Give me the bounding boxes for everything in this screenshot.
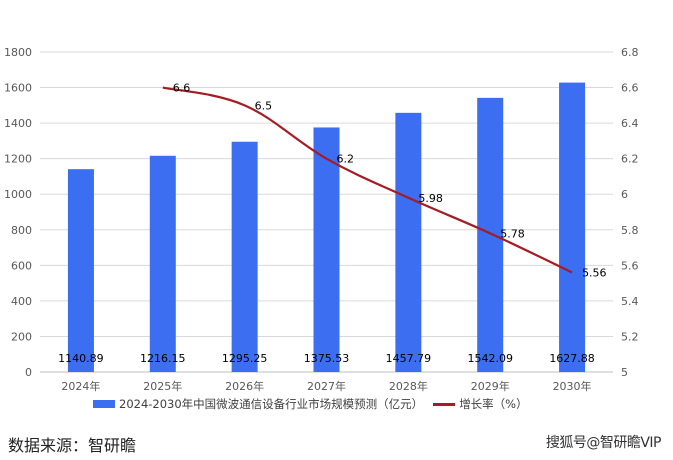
left-tick-label: 1000: [4, 188, 32, 201]
watermark: 搜狐号@智研瞻VIP: [545, 435, 662, 451]
bar-value-label: 1457.79: [386, 352, 432, 365]
x-axis-ticks: 2024年 2025年 2026年 2027年 2028年 2029年 2030年: [61, 379, 591, 393]
legend-line-label: 增长率（%）: [459, 397, 528, 411]
legend: 2024-2030年中国微波通信设备行业市场规模预测（亿元） 增长率（%）: [93, 396, 528, 412]
line-value-label: 5.98: [418, 192, 443, 205]
right-tick-label: 5.8: [621, 224, 639, 237]
right-tick-label: 6: [621, 188, 628, 201]
bar: [559, 82, 586, 372]
left-tick-label: 600: [11, 259, 32, 272]
bar: [231, 141, 258, 372]
bar: [313, 127, 340, 372]
line-value-label: 6.6: [173, 82, 191, 95]
right-tick-label: 5: [621, 366, 628, 379]
x-tick-label: 2024年: [61, 379, 100, 393]
x-tick-label: 2029年: [471, 379, 510, 393]
left-tick-label: 200: [11, 330, 32, 343]
bar-value-label: 1216.15: [140, 352, 186, 365]
left-tick-label: 1800: [4, 46, 32, 59]
bar-series: [67, 82, 586, 372]
left-tick-label: 0: [25, 366, 32, 379]
x-tick-label: 2026年: [225, 379, 264, 393]
right-tick-label: 6.4: [621, 117, 639, 130]
legend-line-swatch: [433, 402, 456, 406]
bar: [149, 155, 176, 372]
right-tick-label: 5.6: [621, 259, 639, 272]
legend-bar-label: 2024-2030年中国微波通信设备行业市场规模预测（亿元）: [119, 397, 424, 411]
left-tick-label: 800: [11, 224, 32, 237]
x-tick-label: 2027年: [307, 379, 346, 393]
line-value-label: 6.5: [255, 99, 273, 112]
x-tick-label: 2025年: [143, 379, 182, 393]
line-value-label: 5.78: [500, 227, 525, 240]
bar-value-label: 1627.88: [549, 352, 595, 365]
x-tick-label: 2028年: [389, 379, 428, 393]
left-tick-label: 1600: [4, 82, 32, 95]
bar: [395, 112, 422, 372]
x-tick-label: 2030年: [553, 379, 592, 393]
growth-rate-line: [162, 86, 573, 274]
line-data-labels: 6.6 6.5 6.2 5.98 5.78 5.56: [173, 82, 607, 280]
right-axis-ticks: 5 5.2 5.4 5.6 5.8 6 6.2 6.4 6.6 6.8: [621, 46, 639, 379]
bar: [477, 97, 504, 372]
data-source: 数据来源：智研瞻: [8, 436, 137, 455]
legend-bar-swatch: [93, 400, 115, 408]
left-axis-ticks: 0 200 400 600 800 1000 1200 1400 1600 1800: [4, 46, 32, 379]
right-tick-label: 5.2: [621, 330, 639, 343]
left-tick-label: 1400: [4, 117, 32, 130]
bar-value-label: 1542.09: [467, 352, 513, 365]
right-tick-label: 5.4: [621, 295, 639, 308]
left-tick-label: 400: [11, 295, 32, 308]
right-tick-label: 6.2: [621, 153, 639, 166]
bar-value-label: 1375.53: [304, 352, 350, 365]
bar-value-label: 1295.25: [222, 352, 268, 365]
bar: [67, 169, 94, 372]
bar-data-labels: 1140.89 1216.15 1295.25 1375.53 1457.79 1542.…: [58, 352, 595, 365]
line-value-label: 5.56: [582, 266, 607, 279]
right-tick-label: 6.6: [621, 82, 639, 95]
bar-value-label: 1140.89: [58, 352, 104, 365]
right-tick-label: 6.8: [621, 46, 639, 59]
left-tick-label: 1200: [4, 153, 32, 166]
line-value-label: 6.2: [337, 153, 355, 166]
